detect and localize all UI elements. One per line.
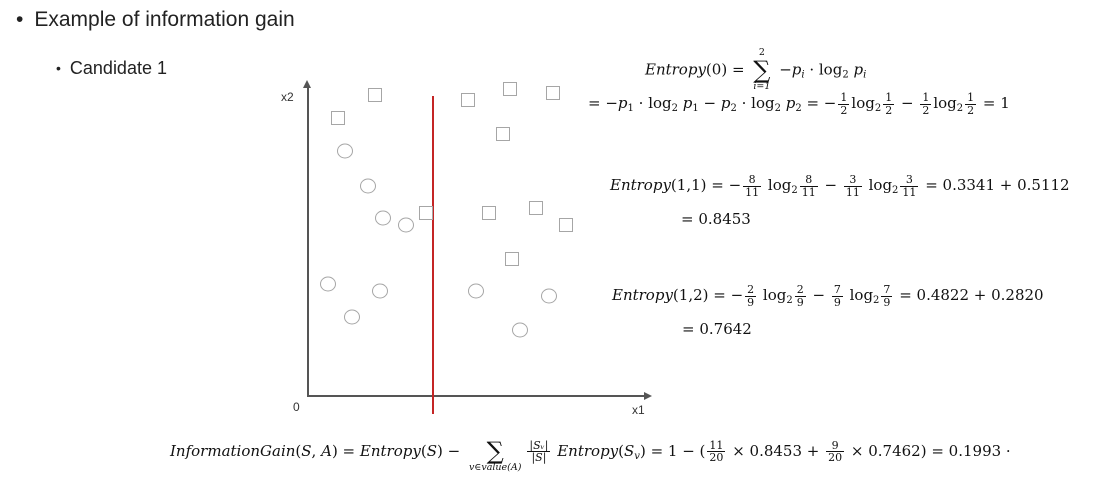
data-point-square xyxy=(559,218,573,232)
data-point-square xyxy=(496,127,510,141)
x-axis-arrow-icon xyxy=(644,391,652,400)
origin-label: 0 xyxy=(293,400,300,414)
y-axis-arrow-icon xyxy=(303,80,311,88)
data-point-square xyxy=(503,82,517,96)
data-point-square xyxy=(368,88,382,102)
data-point-circle xyxy=(360,178,376,194)
formula-entropy12-line2: = 0.7642 xyxy=(682,320,752,338)
data-point-square xyxy=(546,86,560,100)
formula-information-gain: InformationGain(S, A) = Entropy(S) − ∑ v∈… xyxy=(170,437,1011,473)
split-line xyxy=(432,96,434,414)
data-point-circle xyxy=(512,322,528,338)
data-point-circle xyxy=(468,283,484,299)
data-point-square xyxy=(482,206,496,220)
data-point-square xyxy=(529,201,543,215)
formula-entropy11-line2: = 0.8453 xyxy=(681,210,751,228)
bullet-icon: • xyxy=(56,60,61,76)
data-point-circle xyxy=(398,217,414,233)
data-point-circle xyxy=(344,309,360,325)
x-axis xyxy=(307,395,645,397)
data-point-circle xyxy=(372,283,388,299)
bullet-icon: • xyxy=(16,8,24,31)
x-axis-label: x1 xyxy=(632,403,645,417)
data-point-square xyxy=(505,252,519,266)
formula-entropy0-line2: = −p1 · log2 p1 − p2 · log2 p2 = −1 2 log2… xyxy=(588,91,1010,117)
formula-entropy0-line1: Entropy(0) = 2 ∑ i=1 −pi · log2 pi xyxy=(645,47,867,92)
slide-title: Example of information gain xyxy=(34,8,295,31)
data-point-circle xyxy=(337,143,353,159)
data-point-circle xyxy=(375,210,391,226)
y-axis xyxy=(307,88,309,397)
y-axis-label: x2 xyxy=(281,90,294,104)
data-point-square xyxy=(461,93,475,107)
data-point-circle xyxy=(541,288,557,304)
data-point-square xyxy=(331,111,345,125)
formula-entropy11-line1: Entropy(1,1) = −8 11 log2 8 11 − 3 11 log2 3 1… xyxy=(610,173,1070,199)
title-bullet: • Example of information gain xyxy=(16,8,295,32)
sub-bullet: • Candidate 1 xyxy=(56,58,167,79)
data-point-square xyxy=(419,206,433,220)
data-point-circle xyxy=(320,276,336,292)
scatter-plot: x2 x1 0 xyxy=(280,80,675,432)
candidate-label: Candidate 1 xyxy=(69,58,167,78)
